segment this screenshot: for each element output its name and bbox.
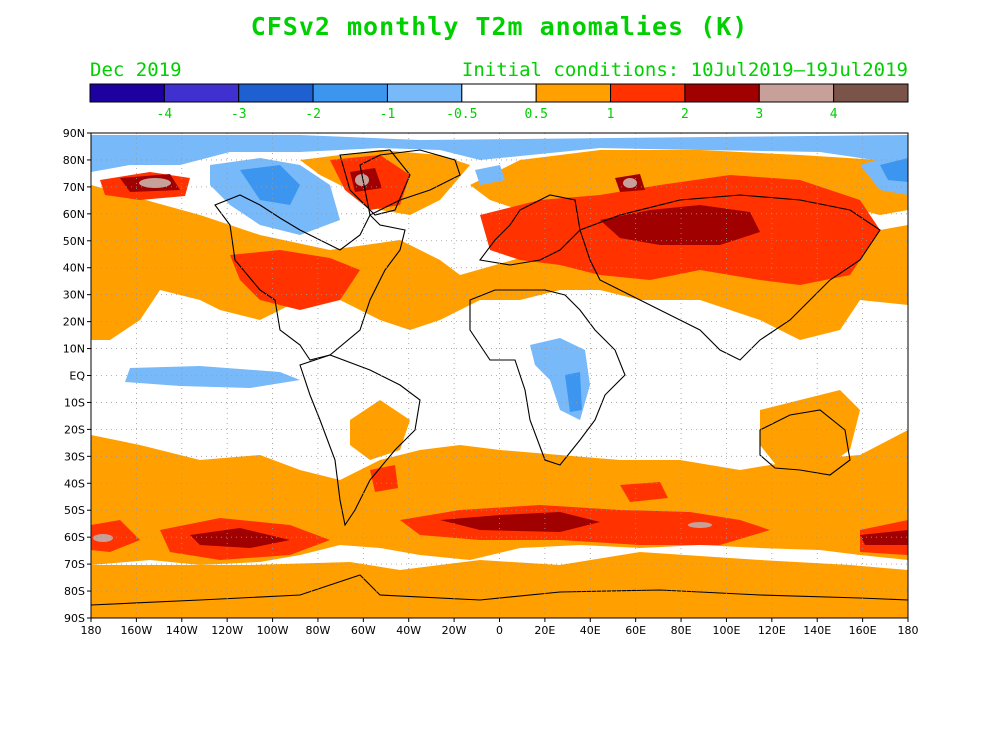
latitude-axis: 90N 80N 70N 60N 50N 40N 30N 20N 10N EQ 10S 20S 30S 40… <box>63 127 91 625</box>
lat-tick-label: 20N <box>63 316 85 329</box>
colorbar-tick-label: -2 <box>305 107 321 122</box>
lon-tick-label: 20W <box>442 624 467 637</box>
colorbar-swatch <box>535 83 612 103</box>
lon-tick-label: 40W <box>396 624 421 637</box>
anomaly-2-3-shading <box>120 168 908 548</box>
colorbar-swatch <box>833 83 909 103</box>
colorbar-swatch <box>758 83 835 103</box>
lat-tick-label: 70S <box>64 558 85 571</box>
colorbar-tick-label: -4 <box>157 107 173 122</box>
lon-tick-label: 80W <box>306 624 331 637</box>
lat-tick-label: 10S <box>64 396 85 409</box>
lon-tick-label: 180 <box>898 624 919 637</box>
lat-tick-label: 50S <box>64 504 85 517</box>
anomaly-field <box>91 133 908 618</box>
lat-tick-label: 40N <box>63 262 85 275</box>
lat-tick-label: 90N <box>63 127 85 140</box>
colorbar-swatch <box>610 83 686 103</box>
lon-tick-label: 40E <box>580 624 601 637</box>
colorbar-tick-label: -0.5 <box>446 107 477 122</box>
colorbar-swatch <box>684 83 760 103</box>
colorbar-tick-label: 1 <box>607 107 615 122</box>
colorbar-ticks: -4 -3 -2 -1 -0.5 0.5 1 2 3 4 <box>157 107 838 122</box>
lat-tick-label: 40S <box>64 477 85 490</box>
initial-conditions-label: Initial conditions: 10Jul2019—19Jul2019 <box>461 59 908 81</box>
colorbar-tick-label: -1 <box>380 107 396 122</box>
lon-tick-label: 80E <box>671 624 692 637</box>
colorbar-tick-label: 0.5 <box>524 107 547 122</box>
lon-tick-label: 60W <box>351 624 376 637</box>
colorbar-swatch <box>386 83 463 103</box>
colorbar-swatch <box>89 83 165 103</box>
lon-tick-label: 140E <box>803 624 831 637</box>
lon-tick-label: 20E <box>534 624 555 637</box>
lon-tick-label: 180 <box>81 624 102 637</box>
lat-tick-label: EQ <box>69 370 85 383</box>
colorbar-tick-label: 3 <box>755 107 763 122</box>
chart-title: CFSv2 monthly T2m anomalies (K) <box>250 12 749 41</box>
colorbar-swatch <box>163 83 240 103</box>
lat-tick-label: 80N <box>63 154 85 167</box>
lon-tick-label: 0 <box>496 624 503 637</box>
lon-tick-label: 100W <box>257 624 289 637</box>
lat-tick-label: 80S <box>64 585 85 598</box>
colorbar-swatch <box>238 83 314 103</box>
lat-tick-label: 30N <box>63 289 85 302</box>
anomaly-deep-negative-shading <box>240 158 908 412</box>
lat-tick-label: 50N <box>63 235 85 248</box>
lon-tick-label: 140W <box>166 624 198 637</box>
lat-tick-label: 20S <box>64 423 85 436</box>
lat-tick-label: 10N <box>63 343 85 356</box>
lon-tick-label: 120W <box>211 624 243 637</box>
lon-tick-label: 160E <box>849 624 877 637</box>
longitude-axis: 180 160W 140W 120W 100W 80W 60W 40W 20W 0 20E 40E 60… <box>81 618 919 637</box>
lon-tick-label: 100E <box>712 624 740 637</box>
colorbar <box>89 83 909 103</box>
colorbar-tick-label: 2 <box>681 107 689 122</box>
lat-lon-grid <box>91 133 908 618</box>
coastlines <box>91 149 908 606</box>
lat-tick-label: 60S <box>64 531 85 544</box>
valid-month-label: Dec 2019 <box>90 59 182 81</box>
colorbar-swatch <box>461 83 537 103</box>
colorbar-swatch <box>312 83 388 103</box>
lat-tick-label: 30S <box>64 450 85 463</box>
lon-tick-label: 120E <box>758 624 786 637</box>
lon-tick-label: 60E <box>625 624 646 637</box>
lat-tick-label: 90S <box>64 612 85 625</box>
colorbar-tick-label: 4 <box>830 107 838 122</box>
lat-tick-label: 60N <box>63 208 85 221</box>
lat-tick-label: 70N <box>63 181 85 194</box>
colorbar-tick-label: -3 <box>231 107 247 122</box>
lon-tick-label: 160W <box>120 624 152 637</box>
anomaly-3-4-shading <box>93 174 712 542</box>
